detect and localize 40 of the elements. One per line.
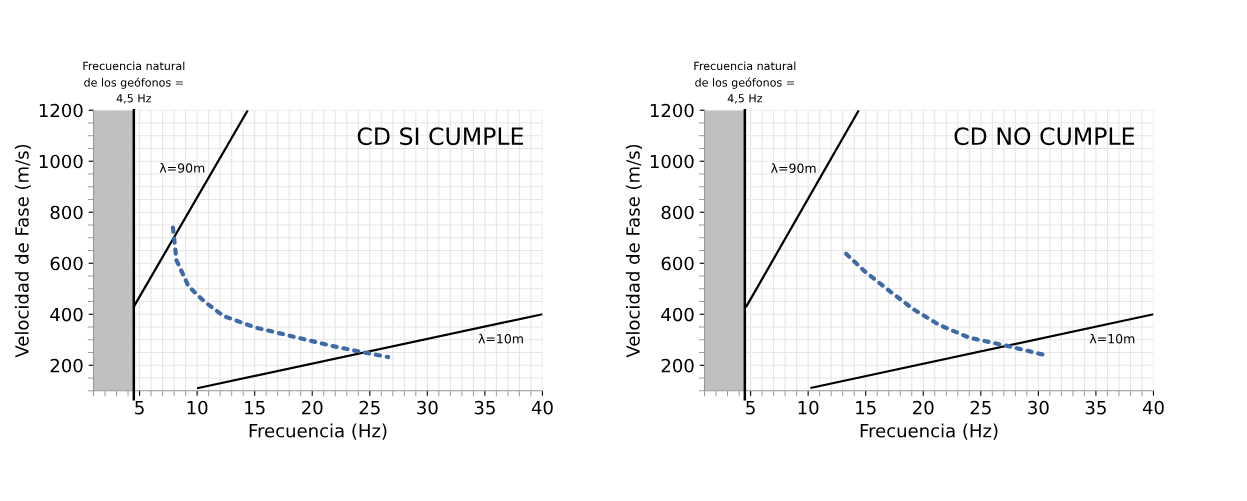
x-tick-label: 30: [417, 400, 438, 415]
x-tick-label: 30: [1028, 400, 1049, 415]
x-tick-label: 15: [856, 401, 876, 415]
y-tick-label: 800: [661, 205, 694, 220]
annotation: CD NO CUMPLE: [954, 127, 1134, 146]
x-tick-label: 20: [302, 400, 323, 415]
x-tick-label: 10: [187, 400, 208, 415]
series-label: λ=10m: [1089, 333, 1135, 344]
series-label: λ=90m: [159, 163, 205, 173]
x-axis-title: Frecuencia (Hz): [249, 423, 387, 440]
y-tick-label: 1200: [39, 103, 83, 118]
y-tick-label: 1000: [39, 154, 83, 169]
y-tick-label: 1000: [650, 154, 694, 169]
x-tick-label: 40: [531, 400, 553, 415]
x-tick-label: 20: [913, 400, 934, 415]
x-tick-label: 5: [135, 401, 144, 415]
y-tick-label: 400: [661, 307, 694, 322]
series-label: λ=90m: [771, 163, 816, 173]
annotation: CD SI CUMPLE: [357, 127, 523, 146]
y-tick-label: 200: [661, 358, 694, 373]
ref-line-label: Frecuencia natural de los geófonos = 4,5 Hz: [694, 61, 796, 104]
x-axis-title: Frecuencia (Hz): [860, 423, 998, 440]
y-axis-title: Velocidad de Fase (m/s): [625, 144, 642, 358]
x-tick-label: 35: [1085, 400, 1106, 415]
x-tick-label: 10: [798, 400, 819, 415]
x-tick-label: 25: [359, 400, 380, 415]
series-label: λ=10m: [478, 333, 523, 344]
y-tick-label: 400: [50, 307, 83, 322]
x-tick-label: 40: [1142, 400, 1164, 415]
x-tick-label: 5: [746, 401, 755, 415]
x-tick-label: 35: [474, 400, 495, 415]
y-tick-label: 800: [50, 205, 83, 220]
y-tick-label: 1200: [650, 103, 694, 118]
x-tick-label: 15: [245, 401, 265, 415]
y-axis-title: Velocidad de Fase (m/s): [14, 144, 31, 358]
x-tick-label: 25: [970, 400, 991, 415]
y-tick-label: 600: [50, 256, 83, 271]
ref-line-label: Frecuencia natural de los geófonos = 4,5 Hz: [83, 61, 185, 104]
y-tick-label: 600: [661, 256, 694, 271]
y-tick-label: 200: [50, 358, 83, 373]
